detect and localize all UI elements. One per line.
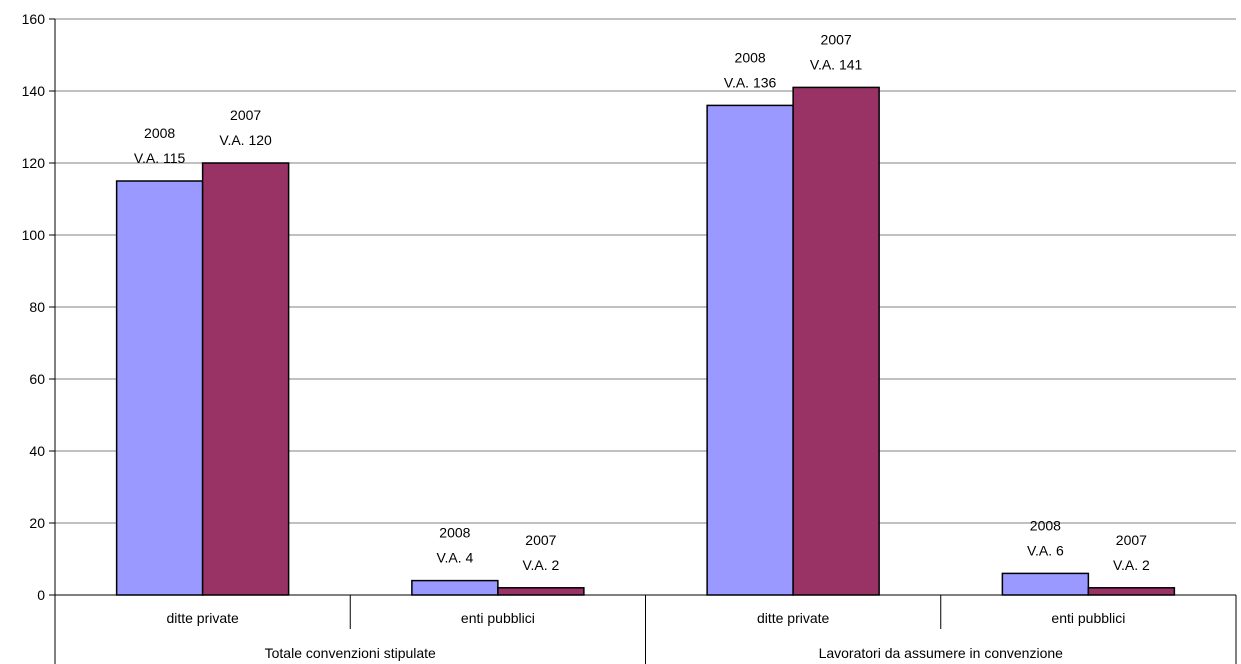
bar-label-value: V.A. 136 [724, 74, 777, 90]
bar-data-labels: 2008 V.A. 115 2007 V.A. 120 2008 V.A. 4 2007 V.… [134, 31, 1150, 572]
bar-2007 [792, 86, 880, 596]
bar-label-year: 2008 [144, 125, 175, 141]
bar-label-value: V.A. 115 [134, 150, 186, 166]
category-label: ditte private [757, 610, 830, 626]
bar-label-year: 2008 [1030, 517, 1061, 533]
y-tick-label: 160 [22, 11, 46, 27]
category-label: enti pubblici [461, 610, 535, 626]
bar-2007 [1087, 587, 1176, 596]
bar-label-value: V.A. 141 [810, 56, 863, 72]
bar-label-value: V.A. 6 [1027, 542, 1064, 558]
y-tick-label: 120 [22, 155, 46, 171]
axes [49, 18, 1237, 664]
bar-2007 [201, 162, 290, 596]
bar-label-value: V.A. 2 [522, 557, 559, 573]
y-tick-label: 80 [29, 299, 45, 315]
y-tick-label: 140 [22, 83, 46, 99]
bar-label-year: 2007 [525, 532, 556, 548]
bar-2008 [115, 180, 204, 596]
bar-2007 [497, 587, 585, 596]
y-axis-tick-labels: 0 20 40 60 80 100 120 140 160 [22, 11, 46, 603]
bar-label-value: V.A. 120 [219, 132, 272, 148]
y-tick-label: 60 [29, 371, 45, 387]
y-tick-label: 20 [29, 515, 45, 531]
bar-label-year: 2008 [735, 49, 766, 65]
bar-label-year: 2007 [1116, 532, 1147, 548]
bars [115, 86, 1176, 596]
bar-label-year: 2007 [230, 107, 261, 123]
bar-label-year: 2008 [439, 525, 470, 541]
y-tick-label: 40 [29, 443, 45, 459]
bar-2008 [706, 104, 794, 596]
category-label: enti pubblici [1051, 610, 1125, 626]
group-label: Totale convenzioni stipulate [265, 645, 436, 661]
bar-label-value: V.A. 4 [436, 550, 473, 566]
bar-2008 [411, 579, 499, 596]
y-tick-label: 100 [22, 227, 46, 243]
bar-label-value: V.A. 2 [1113, 557, 1150, 573]
category-label: ditte private [166, 610, 239, 626]
bar-2008 [1001, 572, 1090, 596]
x-axis-category-labels: ditte private enti pubblici ditte private e… [166, 610, 1125, 661]
y-tick-label: 0 [37, 587, 45, 603]
group-label: Lavoratori da assumere in convenzione [819, 645, 1064, 661]
bar-label-year: 2007 [821, 31, 852, 47]
